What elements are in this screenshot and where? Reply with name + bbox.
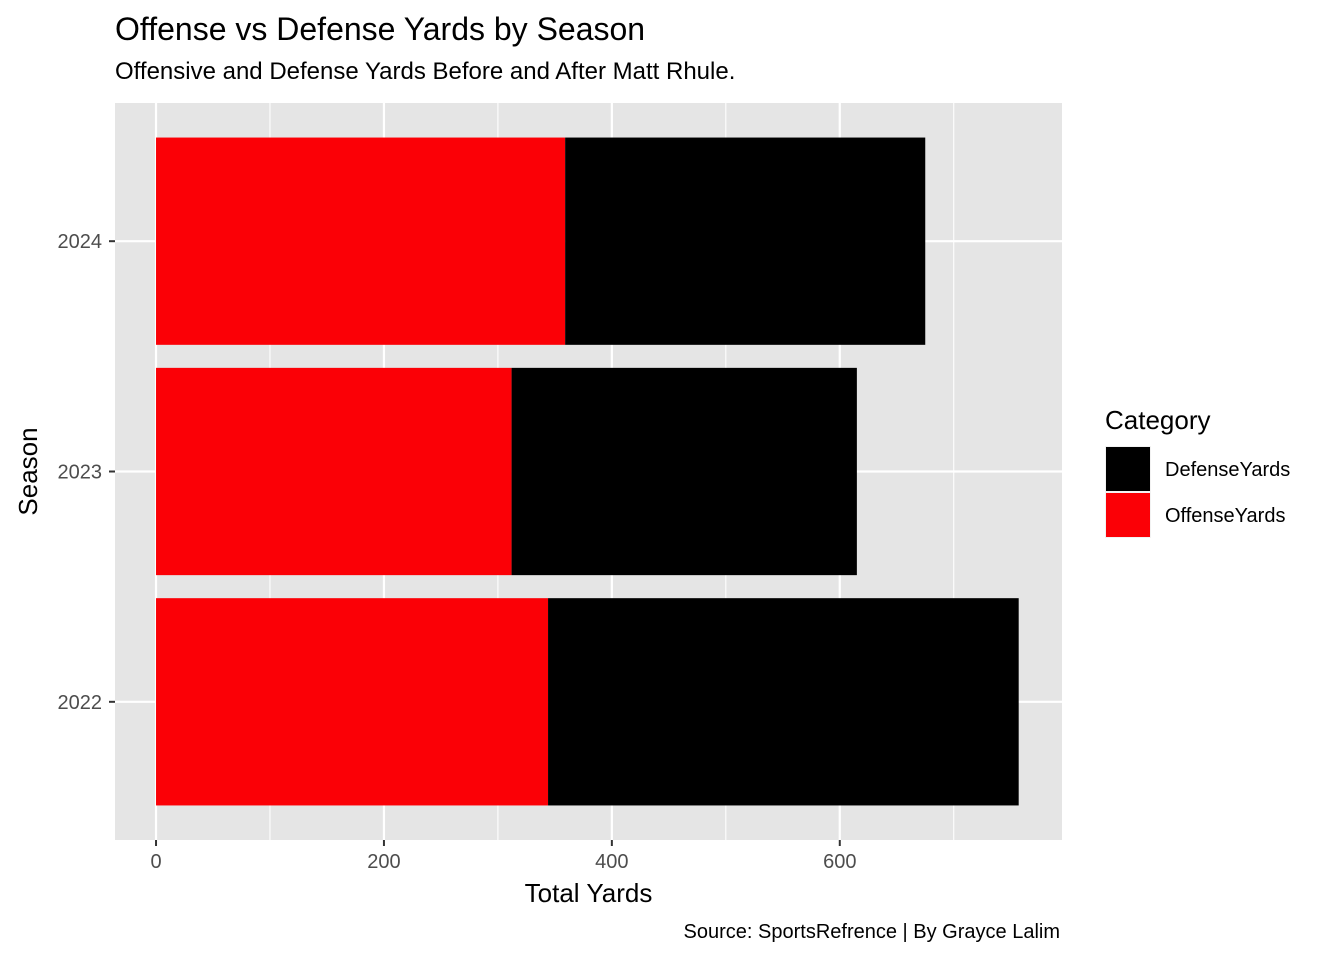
y-axis-title: Season <box>13 427 43 515</box>
bar-offenseyards-2022 <box>156 598 549 806</box>
chart-caption: Source: SportsRefrence | By Grayce Lalim <box>683 921 1060 943</box>
x-tick-label: 200 <box>367 851 400 873</box>
legend-title: Category <box>1105 405 1211 435</box>
bar-defenseyards-2022 <box>548 598 1019 806</box>
y-tick-label: 2023 <box>58 462 103 484</box>
bar-offenseyards-2023 <box>156 367 512 576</box>
bars <box>156 137 1019 806</box>
y-tick-label: 2024 <box>58 231 103 253</box>
legend: Category DefenseYards OffenseYards <box>1105 405 1290 538</box>
x-tick-label: 600 <box>823 851 856 873</box>
x-tick-label: 400 <box>595 851 628 873</box>
x-tick-label: 0 <box>150 851 161 873</box>
x-axis-title: Total Yards <box>525 878 653 908</box>
bar-defenseyards-2023 <box>511 367 857 576</box>
chart-subtitle: Offensive and Defense Yards Before and A… <box>115 58 736 85</box>
chart-title: Offense vs Defense Yards by Season <box>115 11 646 47</box>
y-tick-label: 2022 <box>58 692 103 714</box>
legend-swatch-defenseyards <box>1106 447 1150 491</box>
legend-label: DefenseYards <box>1165 459 1290 481</box>
legend-label: OffenseYards <box>1165 505 1285 527</box>
legend-swatch-offenseyards <box>1106 493 1150 537</box>
bar-defenseyards-2024 <box>565 137 926 345</box>
axes: 2022 2023 2024 0 200 400 600 Total Yards Season <box>13 231 856 908</box>
bar-offenseyards-2024 <box>156 137 566 345</box>
